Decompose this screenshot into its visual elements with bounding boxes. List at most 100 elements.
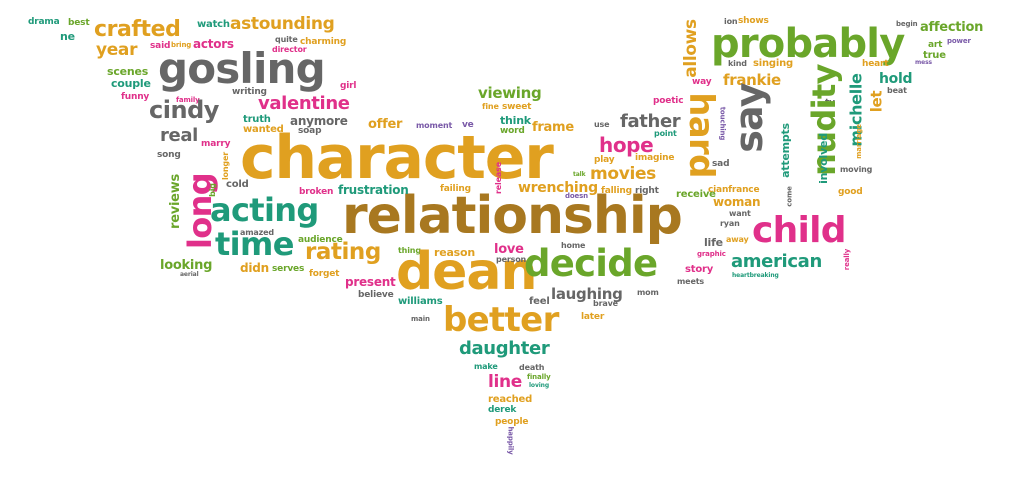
word: broken	[299, 187, 334, 197]
word: good	[838, 187, 863, 197]
word: hope	[599, 133, 654, 157]
word: begin	[896, 20, 918, 28]
word: woman	[713, 195, 761, 209]
word: ve	[462, 120, 474, 130]
word: shows	[738, 16, 769, 26]
word: believe	[358, 290, 394, 300]
word: attempts	[778, 123, 792, 178]
word: kind	[728, 59, 747, 68]
word: way	[692, 77, 712, 87]
word: drama	[28, 17, 60, 27]
word: time	[215, 225, 294, 263]
word: looking	[160, 258, 213, 273]
word: acting	[210, 191, 319, 229]
word: home	[561, 241, 586, 250]
word: present	[345, 275, 396, 289]
word: said	[150, 41, 171, 51]
word: moving	[840, 165, 873, 174]
word: receive	[676, 189, 716, 200]
word: anymore	[290, 114, 348, 128]
word: feel	[529, 296, 550, 307]
word: forget	[309, 269, 340, 279]
word: serves	[272, 264, 305, 274]
word: right	[635, 186, 659, 196]
word: song	[157, 150, 181, 160]
word: cindy	[149, 96, 219, 124]
word: falling	[601, 186, 632, 196]
word: truth	[243, 114, 271, 125]
word: brave	[593, 299, 618, 308]
word: affection	[920, 20, 984, 35]
word: quite	[275, 35, 298, 44]
word: child	[752, 210, 847, 251]
word: audience	[298, 235, 343, 245]
word: talk	[573, 171, 586, 178]
word: sad	[712, 159, 730, 169]
word: graphic	[697, 250, 726, 258]
word: movies	[590, 164, 656, 184]
word: poetic	[653, 96, 684, 106]
word: heartbreaking	[732, 272, 779, 279]
word: main	[411, 315, 430, 323]
word: loving	[529, 382, 549, 389]
word: decide	[524, 242, 658, 285]
word: better	[443, 300, 559, 340]
word: ion	[724, 17, 738, 26]
word: come	[785, 186, 794, 207]
word: derek	[488, 405, 517, 415]
word: laughing	[551, 285, 623, 303]
word: cianfrance	[708, 185, 760, 195]
word: touching	[718, 106, 727, 141]
word: person	[496, 255, 527, 264]
word: ne	[60, 30, 75, 43]
word: ryan	[720, 219, 740, 228]
word: father	[620, 111, 681, 132]
word: point	[654, 129, 677, 138]
word: really	[843, 248, 852, 271]
word: wrenching	[518, 180, 598, 196]
word: art	[928, 40, 943, 50]
word: cold	[226, 179, 249, 190]
word: offer	[368, 117, 403, 132]
word: year	[96, 40, 138, 60]
word: hold	[879, 71, 913, 87]
word: family	[176, 96, 200, 104]
word: frankie	[723, 71, 781, 89]
word: aerial	[180, 271, 199, 278]
word: writing	[232, 87, 267, 97]
word: beat	[887, 86, 907, 95]
word: watch	[197, 19, 230, 30]
word: couple	[111, 77, 151, 90]
word: say	[726, 83, 771, 153]
word: power	[947, 37, 971, 45]
word: think	[500, 114, 531, 127]
word: release	[494, 161, 504, 195]
word: daughter	[459, 338, 550, 359]
word: marry	[201, 139, 231, 149]
word: later	[581, 312, 605, 322]
word: bring	[171, 41, 192, 49]
word: reviews	[167, 174, 183, 229]
word: reached	[488, 394, 533, 405]
word: funny	[121, 92, 150, 102]
word: people	[495, 417, 529, 427]
word: frame	[532, 120, 574, 135]
word: mess	[915, 59, 932, 66]
word: failing	[440, 184, 471, 194]
word: williams	[398, 296, 443, 307]
word: want	[729, 209, 751, 218]
word: finally	[527, 373, 551, 381]
word: story	[685, 264, 714, 275]
word: real	[160, 125, 198, 146]
word: love	[494, 242, 524, 257]
word: charming	[300, 37, 347, 47]
word: longer	[221, 151, 231, 181]
word: dean	[396, 242, 537, 302]
word: mom	[637, 288, 659, 297]
word: scenes	[107, 65, 149, 78]
word: doesn	[565, 192, 589, 200]
word: wanted	[243, 124, 284, 135]
word: let	[867, 90, 886, 113]
word: probably	[711, 21, 905, 67]
word: use	[594, 120, 610, 129]
